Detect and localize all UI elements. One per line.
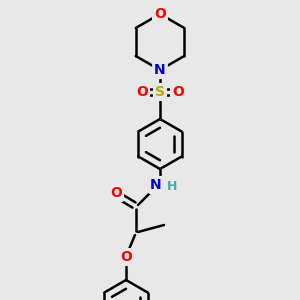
Text: O: O bbox=[172, 85, 184, 99]
Text: H: H bbox=[167, 179, 177, 193]
Text: O: O bbox=[110, 186, 122, 200]
Text: O: O bbox=[154, 7, 166, 21]
Text: S: S bbox=[155, 85, 165, 99]
Text: O: O bbox=[120, 250, 132, 264]
Text: O: O bbox=[136, 85, 148, 99]
Text: N: N bbox=[154, 63, 166, 77]
Text: N: N bbox=[150, 178, 162, 192]
